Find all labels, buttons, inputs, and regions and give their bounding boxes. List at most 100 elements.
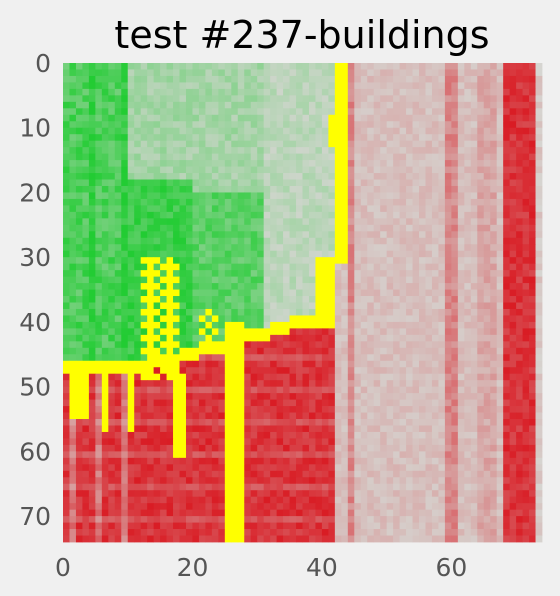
- heatmap-cell: [464, 237, 472, 245]
- heatmap-cell: [380, 134, 388, 142]
- heatmap-cell: [503, 257, 511, 265]
- heatmap-cell: [127, 483, 135, 491]
- heatmap-cell: [380, 406, 388, 413]
- heatmap-cell: [354, 490, 362, 498]
- heatmap-cell: [270, 406, 278, 413]
- heatmap-cell: [82, 431, 90, 439]
- heatmap-cell: [75, 263, 83, 271]
- heatmap-cell: [276, 444, 284, 452]
- heatmap-cell: [470, 147, 478, 155]
- heatmap-cell: [101, 198, 109, 206]
- heatmap-cell: [464, 127, 472, 135]
- heatmap-cell: [347, 88, 355, 96]
- heatmap-cell: [205, 354, 213, 362]
- heatmap-cell: [328, 360, 336, 368]
- heatmap-cell: [75, 380, 83, 388]
- heatmap-cell: [354, 296, 362, 303]
- heatmap-cell: [406, 425, 413, 433]
- heatmap-cell: [69, 205, 77, 213]
- heatmap-cell: [69, 406, 77, 413]
- heatmap-cell: [121, 419, 129, 426]
- heatmap-cell: [516, 192, 523, 200]
- heatmap-cell: [166, 224, 174, 232]
- heatmap-cell: [179, 328, 187, 336]
- heatmap-cell: [354, 457, 362, 465]
- heatmap-cell: [386, 108, 394, 116]
- heatmap-cell: [63, 386, 70, 394]
- heatmap-cell: [334, 127, 342, 135]
- heatmap-cell: [438, 95, 446, 103]
- heatmap-cell: [224, 412, 232, 420]
- heatmap-cell: [127, 477, 135, 485]
- heatmap-cell: [464, 438, 472, 446]
- heatmap-cell: [211, 289, 219, 297]
- heatmap-cell: [147, 477, 155, 485]
- heatmap-cell: [522, 270, 530, 278]
- heatmap-cell: [535, 477, 543, 485]
- heatmap-cell: [308, 399, 316, 407]
- heatmap-cell: [464, 328, 472, 336]
- heatmap-cell: [516, 296, 523, 303]
- heatmap-cell: [302, 354, 310, 362]
- heatmap-cell: [179, 263, 187, 271]
- heatmap-cell: [354, 393, 362, 400]
- heatmap-cell: [205, 173, 213, 180]
- heatmap-cell: [224, 354, 232, 362]
- heatmap-cell: [257, 185, 265, 193]
- heatmap-cell: [205, 308, 213, 316]
- heatmap-cell: [289, 160, 297, 167]
- heatmap-cell: [140, 457, 148, 465]
- heatmap-cell: [386, 457, 394, 465]
- heatmap-cell: [483, 373, 491, 381]
- heatmap-cell: [101, 231, 109, 239]
- heatmap-cell: [328, 393, 336, 400]
- heatmap-cell: [231, 373, 239, 381]
- heatmap-cell: [276, 354, 284, 362]
- heatmap-cell: [483, 121, 491, 129]
- heatmap-cell: [101, 412, 109, 420]
- heatmap-cell: [231, 457, 239, 465]
- heatmap-cell: [308, 237, 316, 245]
- heatmap-cell: [393, 244, 400, 252]
- heatmap-cell: [431, 406, 439, 413]
- heatmap-cell: [341, 490, 349, 498]
- heatmap-cell: [321, 308, 329, 316]
- heatmap-cell: [464, 354, 472, 362]
- heatmap-cell: [82, 283, 90, 290]
- heatmap-cell: [483, 101, 491, 109]
- heatmap-cell: [173, 341, 180, 349]
- heatmap-cell: [192, 127, 200, 135]
- heatmap-cell: [147, 69, 155, 77]
- heatmap-cell: [419, 470, 426, 478]
- heatmap-cell: [341, 328, 349, 336]
- heatmap-cell: [289, 173, 297, 180]
- heatmap-cell: [153, 250, 161, 258]
- heatmap-cell: [315, 179, 323, 187]
- heatmap-cell: [503, 283, 511, 290]
- heatmap-cell: [160, 270, 167, 278]
- heatmap-cell: [198, 121, 206, 129]
- heatmap-cell: [457, 101, 465, 109]
- heatmap-cell: [412, 153, 420, 161]
- heatmap-cell: [496, 276, 504, 284]
- heatmap-cell: [101, 354, 109, 362]
- heatmap-cell: [393, 457, 400, 465]
- heatmap-cell: [308, 380, 316, 388]
- heatmap-cell: [173, 211, 180, 219]
- heatmap-cell: [114, 308, 122, 316]
- heatmap-cell: [205, 250, 213, 258]
- heatmap-cell: [302, 464, 310, 472]
- heatmap-cell: [296, 218, 303, 226]
- heatmap-cell: [522, 308, 530, 316]
- heatmap-cell: [399, 373, 407, 381]
- heatmap-cell: [244, 477, 252, 485]
- heatmap-cell: [516, 231, 523, 239]
- heatmap-cell: [289, 457, 297, 465]
- heatmap-cell: [457, 315, 465, 323]
- heatmap-cell: [283, 386, 290, 394]
- heatmap-cell: [503, 205, 511, 213]
- heatmap-cell: [134, 179, 142, 187]
- heatmap-cell: [289, 412, 297, 420]
- heatmap-cell: [509, 399, 517, 407]
- heatmap-cell: [192, 444, 200, 452]
